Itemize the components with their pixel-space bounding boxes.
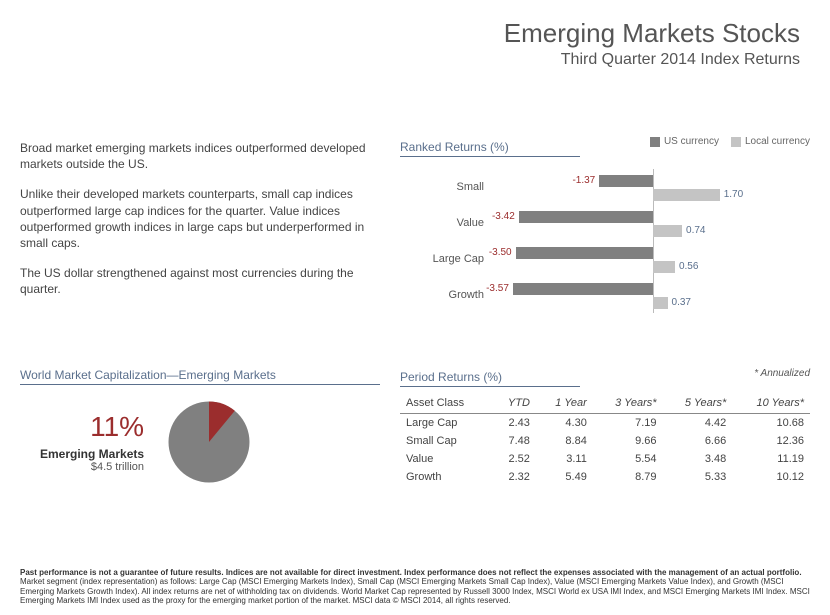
legend-swatch-local: [731, 137, 741, 147]
footnote-bold: Past performance is not a guarantee of f…: [20, 568, 802, 577]
period-cell: 9.66: [593, 432, 663, 450]
table-row: Small Cap7.488.849.666.6612.36: [400, 432, 810, 450]
period-cell: 2.43: [492, 414, 536, 433]
world-market-cap-amount: $4.5 trillion: [40, 461, 144, 473]
period-column-header: 3 Years*: [593, 393, 663, 414]
period-annualized-note: * Annualized: [754, 368, 810, 379]
legend-label-us: US currency: [664, 136, 719, 147]
world-market-cap-percent: 11%: [40, 411, 144, 443]
bar-track: -3.500.56: [496, 241, 810, 277]
bar-value: -3.57: [486, 283, 509, 294]
summary-text: Broad market emerging markets indices ou…: [20, 140, 380, 312]
world-market-cap-text: 11% Emerging Markets $4.5 trillion: [40, 411, 144, 473]
period-cell: 4.42: [663, 414, 733, 433]
bar-value: 0.37: [672, 297, 691, 308]
period-cell: 5.49: [536, 468, 593, 486]
bar-row: Growth-3.570.37: [400, 277, 810, 313]
table-row: Value2.523.115.543.4811.19: [400, 450, 810, 468]
bar-local: 0.56: [653, 261, 675, 273]
bar-row: Small-1.371.70: [400, 169, 810, 205]
bar-value: -3.50: [489, 247, 512, 258]
summary-paragraph: Unlike their developed markets counterpa…: [20, 186, 380, 251]
period-column-header: 1 Year: [536, 393, 593, 414]
period-row-label: Small Cap: [400, 432, 492, 450]
bar-value: 0.56: [679, 261, 698, 272]
world-market-cap-label: Emerging Markets: [40, 447, 144, 461]
bar-row-label: Growth: [400, 289, 490, 301]
period-column-header: YTD: [492, 393, 536, 414]
table-row: Large Cap2.434.307.194.4210.68: [400, 414, 810, 433]
period-cell: 7.48: [492, 432, 536, 450]
period-cell: 10.12: [732, 468, 810, 486]
period-cell: 4.30: [536, 414, 593, 433]
bar-row-label: Small: [400, 181, 490, 193]
ranked-returns-panel: Ranked Returns (%) US currency Local cur…: [400, 138, 810, 319]
bar-local: 0.37: [653, 297, 668, 309]
period-column-header: Asset Class: [400, 393, 492, 414]
period-cell: 2.32: [492, 468, 536, 486]
legend-us-currency: US currency: [650, 136, 719, 147]
bar-row-label: Large Cap: [400, 253, 490, 265]
period-cell: 6.66: [663, 432, 733, 450]
page-title: Emerging Markets Stocks: [504, 18, 800, 49]
ranked-returns-title: Ranked Returns (%): [400, 140, 580, 157]
period-row-label: Large Cap: [400, 414, 492, 433]
bar-us: -3.50: [516, 247, 653, 259]
period-row-label: Value: [400, 450, 492, 468]
bar-value: -1.37: [572, 175, 595, 186]
bar-row-label: Value: [400, 217, 490, 229]
bar-local: 0.74: [653, 225, 682, 237]
legend-label-local: Local currency: [745, 136, 810, 147]
bar-us: -3.57: [513, 283, 653, 295]
period-column-header: 10 Years*: [732, 393, 810, 414]
period-returns-table: Asset ClassYTD1 Year3 Years*5 Years*10 Y…: [400, 393, 810, 486]
period-cell: 8.84: [536, 432, 593, 450]
ranked-legend: US currency Local currency: [650, 136, 810, 147]
period-cell: 5.33: [663, 468, 733, 486]
bar-us: -1.37: [599, 175, 653, 187]
bar-track: -3.570.37: [496, 277, 810, 313]
period-returns-panel: Period Returns (%) * Annualized Asset Cl…: [400, 368, 810, 486]
period-cell: 3.11: [536, 450, 593, 468]
ranked-bar-chart: Small-1.371.70Value-3.420.74Large Cap-3.…: [400, 169, 810, 319]
period-cell: 8.79: [593, 468, 663, 486]
bar-track: -3.420.74: [496, 205, 810, 241]
footnote: Past performance is not a guarantee of f…: [20, 568, 810, 605]
bar-value: -3.42: [492, 211, 515, 222]
summary-paragraph: The US dollar strengthened against most …: [20, 265, 380, 297]
period-column-header: 5 Years*: [663, 393, 733, 414]
period-cell: 5.54: [593, 450, 663, 468]
bar-row: Large Cap-3.500.56: [400, 241, 810, 277]
period-cell: 2.52: [492, 450, 536, 468]
page-header: Emerging Markets Stocks Third Quarter 20…: [504, 18, 800, 69]
world-market-cap-title: World Market Capitalization—Emerging Mar…: [20, 368, 380, 385]
period-cell: 3.48: [663, 450, 733, 468]
legend-swatch-us: [650, 137, 660, 147]
bar-us: -3.42: [519, 211, 653, 223]
bar-local: 1.70: [653, 189, 720, 201]
world-market-cap-panel: World Market Capitalization—Emerging Mar…: [20, 368, 380, 487]
bar-row: Value-3.420.74: [400, 205, 810, 241]
world-market-cap-pie: [164, 397, 254, 487]
period-cell: 7.19: [593, 414, 663, 433]
bar-track: -1.371.70: [496, 169, 810, 205]
bar-value: 1.70: [724, 189, 743, 200]
period-cell: 10.68: [732, 414, 810, 433]
bar-value: 0.74: [686, 225, 705, 236]
footnote-rest: Market segment (index representation) as…: [20, 577, 810, 604]
legend-local-currency: Local currency: [731, 136, 810, 147]
table-row: Growth2.325.498.795.3310.12: [400, 468, 810, 486]
period-cell: 12.36: [732, 432, 810, 450]
period-returns-title: Period Returns (%): [400, 370, 580, 387]
period-row-label: Growth: [400, 468, 492, 486]
page-subtitle: Third Quarter 2014 Index Returns: [504, 51, 800, 69]
summary-paragraph: Broad market emerging markets indices ou…: [20, 140, 380, 172]
world-market-cap-body: 11% Emerging Markets $4.5 trillion: [20, 397, 380, 487]
period-cell: 11.19: [732, 450, 810, 468]
